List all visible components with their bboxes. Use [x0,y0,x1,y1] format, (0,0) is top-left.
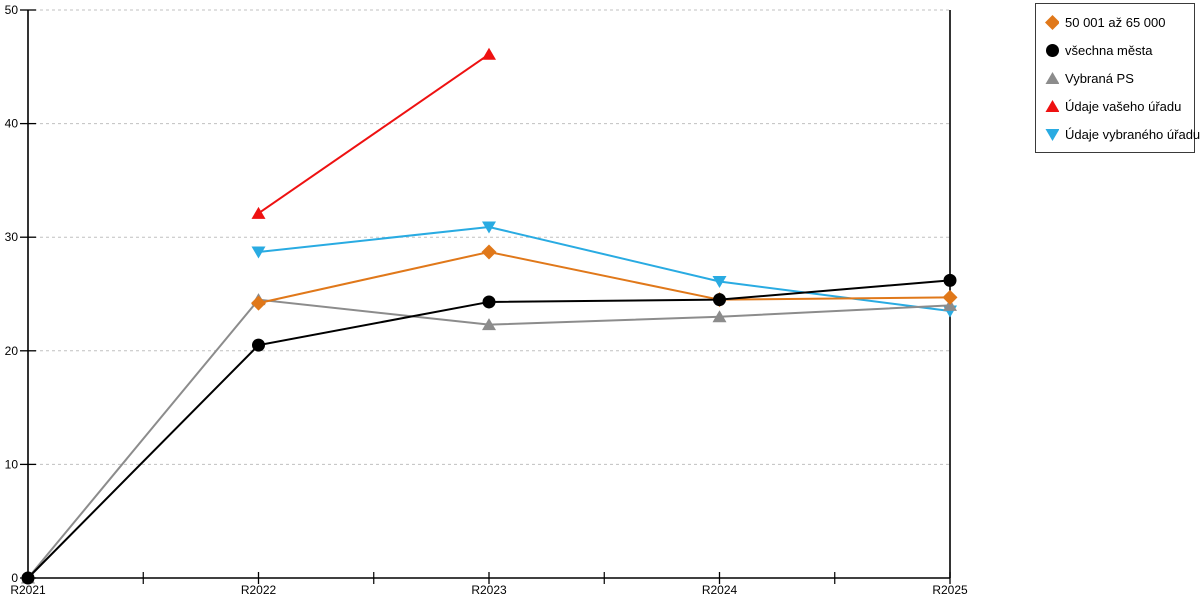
svg-text:30: 30 [5,230,19,244]
svg-text:10: 10 [5,457,19,471]
svg-text:R2024: R2024 [702,583,738,597]
svg-text:R2022: R2022 [241,583,277,597]
circle-marker-icon [1045,43,1059,57]
legend: 50 001 až 65 000 všechna města Vybraná P… [1035,3,1200,153]
series-4 [251,221,957,318]
svg-text:0: 0 [11,571,18,585]
series-1 [21,273,957,585]
legend-item: Vybraná PS [1036,64,1194,92]
legend-label: všechna města [1065,42,1153,58]
legend-item: Údaje vašeho úřadu [1036,92,1194,120]
legend-item: všechna města [1036,36,1194,64]
svg-text:R2023: R2023 [471,583,507,597]
svg-text:R2025: R2025 [932,583,968,597]
series-2 [21,293,957,584]
line-chart-plot: 0 10 20 30 40 50 R2021 R2022 R2023 R2024 R2025 [5,3,968,597]
legend-label: 50 001 až 65 000 [1065,14,1166,30]
svg-text:20: 20 [5,344,19,358]
legend-label: Údaje vašeho úřadu [1065,98,1182,114]
legend-label: Údaje vybraného úřadu [1065,126,1200,142]
legend-item: Údaje vybraného úřadu [1036,120,1200,148]
diamond-marker-icon [1045,14,1059,30]
triangle-down-marker-icon [1045,127,1059,141]
triangle-up-marker-icon [1045,99,1059,113]
legend-item: 50 001 až 65 000 [1036,8,1194,36]
legend-label: Vybraná PS [1065,70,1134,86]
svg-text:40: 40 [5,117,19,131]
svg-text:50: 50 [5,3,19,17]
series-3 [251,47,496,219]
svg-text:R2021: R2021 [10,583,46,597]
triangle-up-marker-icon [1045,71,1059,85]
